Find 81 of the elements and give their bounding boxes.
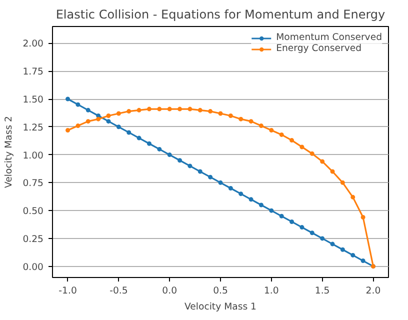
point [310, 230, 314, 236]
point [320, 236, 325, 241]
point [218, 111, 223, 116]
point [330, 169, 335, 174]
point [76, 124, 80, 128]
y-tick-label: 2.00 [22, 38, 44, 50]
point [86, 119, 90, 124]
point [360, 258, 366, 264]
y-tick-label: 1.25 [22, 122, 44, 134]
point [269, 128, 274, 132]
y-tick-label: 0.75 [22, 178, 44, 190]
point [310, 151, 314, 156]
point [126, 109, 132, 114]
point [320, 159, 325, 164]
point [66, 128, 70, 132]
x-tick-label: -0.5 [110, 286, 128, 296]
point [208, 174, 213, 180]
legend-label: Energy Conserved [276, 43, 362, 54]
point [157, 146, 162, 152]
y-tick-label: 1.75 [22, 66, 44, 78]
point [228, 114, 233, 118]
y-tick-label: 0.50 [22, 206, 44, 218]
point [238, 116, 244, 122]
point [116, 111, 121, 116]
x-axis-title: Velocity Mass 1 [184, 302, 257, 312]
x-tick-label: 1.0 [264, 286, 279, 296]
x-tick-label: 1.5 [314, 286, 330, 296]
point [96, 114, 101, 118]
legend-label: Momentum Conserved [276, 32, 382, 43]
point [157, 106, 162, 112]
point [178, 158, 182, 163]
point [188, 106, 192, 112]
point [86, 108, 90, 112]
point [228, 186, 233, 190]
point [218, 180, 223, 185]
point [106, 114, 111, 118]
y-tick-label: 0.00 [22, 262, 44, 273]
point [178, 106, 182, 112]
point [167, 106, 172, 112]
point [330, 242, 335, 246]
point [188, 164, 192, 168]
point [248, 119, 254, 124]
x-tick-label: -1.0 [58, 286, 77, 296]
y-axis-title: Velocity Mass 2 [4, 116, 15, 188]
point [238, 192, 244, 196]
point [96, 116, 101, 122]
point [279, 214, 284, 218]
point [76, 102, 80, 107]
point [136, 136, 142, 140]
point [126, 130, 132, 135]
point [208, 109, 213, 114]
point [258, 124, 264, 128]
y-tick-label: 1.50 [22, 94, 44, 106]
chart-title: Elastic Collision - Equations for Momentum and Energy [56, 8, 386, 22]
point [350, 252, 356, 258]
x-tick-label: 0.0 [162, 286, 178, 296]
point [146, 106, 152, 112]
point [290, 138, 294, 143]
point [340, 180, 345, 185]
x-tick-label: 2.0 [366, 286, 381, 296]
point [198, 169, 202, 174]
point [106, 119, 111, 124]
point [300, 144, 304, 150]
point [258, 202, 264, 208]
point [146, 141, 152, 146]
point [116, 124, 121, 130]
point [279, 132, 284, 137]
point [66, 96, 70, 102]
point [360, 215, 366, 220]
x-tick-label: 0.5 [213, 286, 228, 296]
point [350, 194, 356, 200]
point [269, 208, 274, 213]
point [248, 197, 254, 202]
point [300, 225, 304, 230]
point [136, 108, 142, 112]
point [340, 247, 345, 252]
point [167, 152, 172, 158]
point [198, 108, 202, 112]
point [290, 219, 294, 224]
y-tick-label: 1.00 [22, 150, 44, 162]
y-tick-label: 0.25 [22, 234, 44, 245]
